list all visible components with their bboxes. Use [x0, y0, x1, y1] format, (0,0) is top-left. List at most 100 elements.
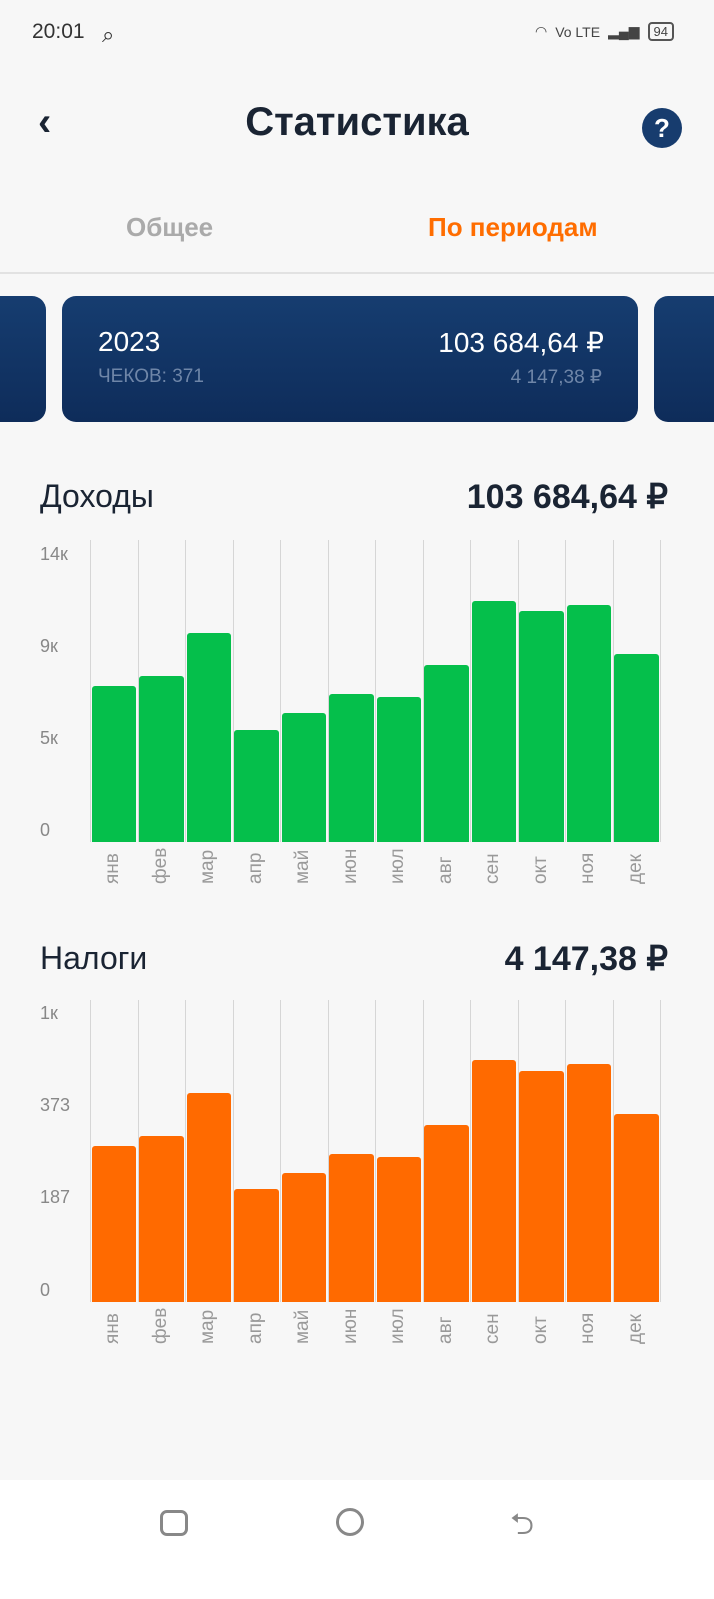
grid-line: [137, 1000, 139, 1302]
bar-фев[interactable]: [139, 676, 184, 842]
bar-май[interactable]: [281, 1173, 326, 1302]
tax-chart: 0 187 373 1к янв фев мар апр май июн июл авг сен окт н…: [0, 1000, 714, 1344]
grid-line: [660, 540, 661, 842]
x-tick-label: авг: [434, 1316, 456, 1344]
tab-general[interactable]: Общее: [126, 212, 214, 242]
bar-июл[interactable]: [376, 1156, 421, 1302]
y-tick-label: 0: [40, 1280, 51, 1300]
tabs-divider: [0, 272, 714, 274]
grid-line: [327, 540, 329, 842]
grid-line: [137, 540, 139, 842]
x-tick-label: ноя: [577, 1312, 598, 1344]
grid-line: [280, 1000, 281, 1302]
x-tick-label: дек: [624, 1314, 646, 1344]
bar-июл[interactable]: [376, 697, 421, 842]
period-card-prev[interactable]: [0, 296, 46, 422]
period-card-next[interactable]: [654, 296, 714, 422]
bar-дек[interactable]: [614, 1113, 659, 1302]
battery-icon: 94: [647, 22, 674, 41]
y-tick-label: 1к: [40, 1002, 58, 1023]
grid-line: [90, 1000, 91, 1302]
wifi-icon: ◠: [534, 23, 548, 39]
period-card-2023[interactable]: 2023 ЧЕКОВ: 371 103 684,64 ₽ 4 147,38 ₽: [62, 296, 638, 422]
network-label: Vo LTE: [555, 23, 601, 40]
y-tick-label: 187: [40, 1187, 71, 1208]
x-tick-label: ноя: [577, 852, 598, 884]
grid-line: [612, 540, 614, 842]
grid-line: [232, 540, 234, 842]
bar-июн[interactable]: [329, 694, 374, 842]
x-tick-label: июн: [339, 848, 361, 884]
page-title: Статистика: [245, 100, 469, 144]
tax-total: 4 147,38 ₽: [504, 940, 668, 978]
x-tick-label: апр: [244, 1312, 266, 1344]
x-tick-label: сен: [482, 1313, 503, 1344]
bar-окт[interactable]: [519, 611, 564, 842]
x-tick-label: май: [292, 1309, 313, 1344]
bar-май[interactable]: [281, 713, 326, 842]
card-checks: ЧЕКОВ: 371: [98, 366, 204, 387]
bar-мар[interactable]: [186, 633, 231, 842]
bar-янв[interactable]: [91, 686, 136, 842]
grid-line: [470, 540, 471, 842]
status-icons: ◠ Vo LTE ▂▄▆ 94: [535, 22, 674, 41]
x-tick-label: фев: [149, 847, 171, 884]
bar-апр[interactable]: [234, 730, 279, 842]
grid-line: [470, 1000, 471, 1302]
x-tick-label: окт: [529, 856, 551, 884]
grid-line: [90, 540, 91, 842]
system-nav-bar: ⮌: [0, 1480, 714, 1599]
bar-июн[interactable]: [329, 1153, 374, 1302]
bar-сен[interactable]: [471, 601, 516, 842]
bar-фев[interactable]: [139, 1136, 184, 1302]
card-income: 103 684,64 ₽: [438, 327, 604, 358]
recent-apps-button[interactable]: [160, 1510, 188, 1536]
grid-line: [422, 1000, 424, 1302]
grid-line: [422, 540, 424, 842]
bar-ноя[interactable]: [566, 605, 611, 842]
bar-ноя[interactable]: [566, 1064, 611, 1302]
bar-дек[interactable]: [614, 654, 659, 842]
card-year: 2023: [98, 326, 161, 357]
y-tick-label: 373: [40, 1095, 71, 1116]
grid-line: [517, 1000, 519, 1302]
x-tick-label: янв: [102, 1313, 123, 1344]
bar-авг[interactable]: [424, 665, 469, 842]
x-tick-label: июн: [339, 1308, 361, 1344]
search-icon: ⌕: [102, 22, 115, 47]
bar-мар[interactable]: [186, 1092, 231, 1302]
bar-янв[interactable]: [91, 1146, 136, 1302]
back-nav-button[interactable]: ⮌: [510, 1508, 535, 1541]
home-button[interactable]: [336, 1508, 364, 1536]
y-tick-label: 14к: [40, 544, 68, 564]
card-tax: 4 147,38 ₽: [510, 367, 602, 388]
x-tick-label: июл: [387, 1308, 408, 1344]
x-tick-label: авг: [434, 856, 456, 884]
bar-апр[interactable]: [234, 1189, 279, 1302]
x-tick-label: мар: [197, 849, 218, 884]
grid-line: [660, 1000, 661, 1302]
bar-окт[interactable]: [519, 1070, 564, 1302]
income-total: 103 684,64 ₽: [466, 478, 668, 516]
grid-line: [327, 1000, 329, 1302]
income-chart: 0 5к 9к 14к янв фев мар апр май июн июл авг сен окт но…: [0, 540, 714, 884]
x-tick-label: мар: [197, 1309, 218, 1344]
y-tick-label: 0: [40, 820, 51, 840]
grid-line: [185, 1000, 186, 1302]
help-button[interactable]: ?: [642, 108, 682, 148]
x-tick-label: июл: [387, 848, 408, 884]
x-tick-label: апр: [244, 852, 266, 884]
grid-line: [232, 1000, 234, 1302]
x-tick-label: май: [292, 849, 313, 884]
y-tick-label: 9к: [40, 636, 58, 656]
tab-periods[interactable]: По периодам: [428, 212, 598, 242]
grid-line: [280, 540, 281, 842]
grid-line: [517, 540, 519, 842]
x-tick-label: окт: [529, 1316, 551, 1344]
back-button[interactable]: ‹: [38, 100, 52, 144]
grid-line: [375, 1000, 376, 1302]
signal-icon: ▂▄▆: [608, 23, 640, 39]
grid-line: [185, 540, 186, 842]
bar-сен[interactable]: [471, 1060, 516, 1302]
bar-авг[interactable]: [424, 1124, 469, 1302]
